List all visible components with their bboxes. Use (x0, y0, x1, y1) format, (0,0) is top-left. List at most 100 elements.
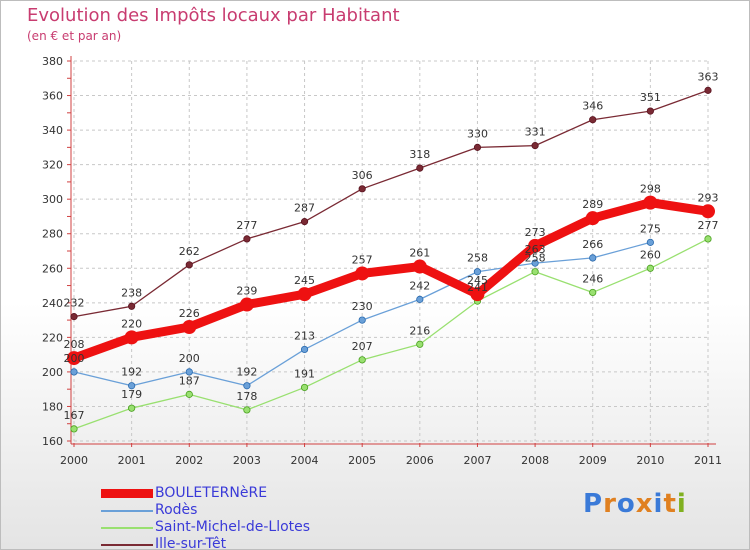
data-label: 260 (640, 248, 661, 261)
data-point (300, 218, 309, 226)
data-point (531, 268, 539, 276)
data-label: 263 (525, 243, 546, 256)
x-tick-label: 2002 (175, 454, 203, 467)
y-tick-label: 240 (42, 297, 63, 310)
data-point (300, 383, 309, 392)
y-tick-label: 200 (42, 366, 63, 379)
y-tick-label: 280 (42, 228, 63, 241)
data-point (531, 259, 539, 267)
data-point (185, 390, 193, 398)
data-point (355, 266, 370, 281)
data-point (412, 259, 427, 274)
x-tick-label: 2010 (636, 454, 664, 467)
data-point (70, 313, 78, 321)
data-point (528, 238, 543, 253)
data-point (70, 425, 78, 433)
data-label: 246 (582, 272, 603, 285)
data-point (589, 288, 597, 297)
data-label: 167 (64, 409, 85, 422)
data-point (239, 297, 254, 312)
data-label: 261 (409, 247, 430, 260)
data-label: 208 (64, 338, 85, 351)
data-label: 346 (582, 100, 603, 113)
data-label: 238 (121, 286, 142, 299)
x-tick-label: 2001 (118, 454, 146, 467)
y-tick-label: 360 (42, 90, 63, 103)
data-label: 207 (352, 340, 373, 353)
series-line (72, 198, 709, 363)
series-line (73, 89, 709, 318)
logo-letter: i (653, 489, 664, 519)
data-point (470, 287, 485, 302)
y-tick-label: 320 (42, 159, 63, 172)
data-label: 298 (640, 183, 661, 196)
data-label: 200 (64, 352, 85, 365)
data-point (643, 195, 658, 210)
legend-swatch (101, 544, 153, 546)
logo-letter: i (676, 489, 687, 519)
x-tick-label: 2003 (233, 454, 261, 467)
data-label: 275 (640, 222, 661, 235)
series-layer (67, 86, 715, 433)
data-point (243, 406, 251, 414)
data-point (589, 254, 597, 262)
data-point (243, 235, 251, 243)
legend-swatch (101, 527, 153, 529)
data-label: 351 (640, 91, 661, 104)
data-point (646, 107, 654, 115)
y-tick-label: 260 (42, 262, 63, 275)
data-label: 306 (352, 169, 373, 182)
data-point (646, 264, 654, 272)
data-label: 245 (294, 274, 315, 287)
x-tick-label: 2006 (406, 454, 434, 467)
logo-letter: o (616, 489, 636, 519)
legend-label: Saint-Michel-de-Llotes (155, 519, 311, 535)
data-label: 220 (121, 317, 142, 330)
data-label: 192 (121, 366, 142, 379)
logo-letter: x (635, 489, 654, 519)
data-point (300, 345, 309, 354)
series-line (73, 238, 709, 430)
data-point (473, 268, 482, 276)
data-label: 179 (121, 388, 142, 401)
data-point (243, 382, 251, 390)
data-point (128, 302, 136, 310)
chart-title: Evolution des Impôts locaux par Habitant (27, 5, 400, 26)
data-point (704, 235, 712, 243)
axes: 1601802002202402602803003203403603802000… (42, 55, 722, 467)
data-point (704, 86, 712, 94)
data-label: 230 (352, 300, 373, 313)
data-label: 232 (64, 297, 85, 310)
x-tick-label: 2005 (348, 454, 376, 467)
y-tick-label: 220 (42, 331, 63, 344)
logo-letter: r (603, 489, 617, 519)
data-point (701, 204, 715, 219)
chart-subtitle: (en € et par an) (27, 29, 122, 43)
data-point (531, 142, 539, 150)
data-point (358, 185, 366, 193)
data-label: 200 (179, 352, 200, 365)
data-label: 191 (294, 367, 315, 380)
data-point (185, 261, 193, 269)
data-label: 226 (179, 307, 200, 320)
data-label: 363 (698, 70, 719, 83)
legend-label: Ille-sur-Têt (155, 536, 227, 550)
data-label: 192 (236, 366, 257, 379)
data-label: 293 (698, 191, 719, 204)
logo-letter: t (663, 489, 677, 519)
data-label: 258 (525, 252, 546, 265)
data-label: 239 (236, 285, 257, 298)
data-label: 216 (409, 324, 430, 337)
data-label: 241 (467, 281, 488, 294)
x-tick-label: 2008 (521, 454, 549, 467)
data-label: 277 (236, 219, 257, 232)
x-tick-label: 2011 (694, 454, 722, 467)
data-point (297, 287, 312, 302)
data-point (185, 368, 193, 376)
grid (73, 60, 709, 442)
data-label: 331 (525, 126, 546, 139)
data-point (416, 164, 424, 172)
data-label: 287 (294, 202, 315, 215)
y-tick-label: 160 (42, 435, 63, 448)
